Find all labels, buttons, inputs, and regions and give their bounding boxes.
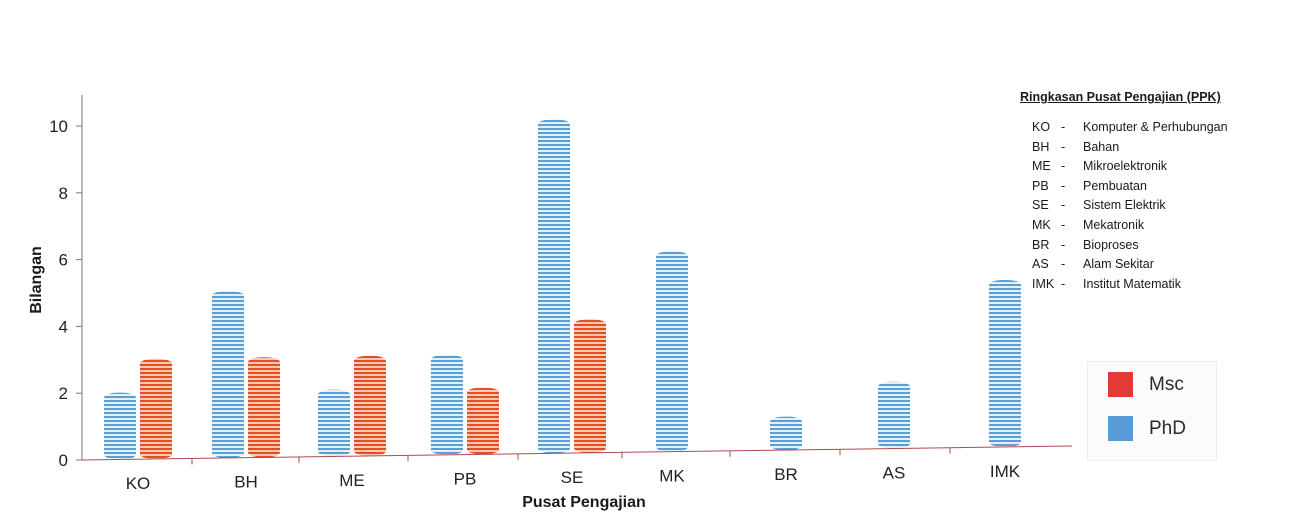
legend-swatch-msc — [1108, 372, 1133, 397]
abbreviation-code: BR — [1032, 237, 1050, 252]
abbreviation-dash: - — [1061, 159, 1066, 174]
abbreviation-code: AS — [1032, 257, 1049, 272]
bar-msc-ko — [140, 358, 172, 459]
bar-phd-imk — [989, 279, 1021, 447]
abbreviation-dash: - — [1061, 178, 1066, 193]
x-axis-title: Pusat Pengajian — [522, 494, 646, 511]
abbreviation-title: Ringkasan Pusat Pengajian (PPK) — [1020, 90, 1221, 104]
bar-msc-se — [574, 319, 606, 453]
bar-msc-me — [354, 355, 386, 456]
bar-phd-br — [770, 416, 802, 451]
abbreviation-code: SE — [1032, 198, 1049, 213]
bar-phd-pb — [431, 354, 463, 455]
abbreviation-name: Mekatronik — [1083, 217, 1145, 232]
bar-phd-ko — [104, 392, 136, 460]
x-ticks: KO BH ME PB SE MK BR AS IMK — [126, 447, 1021, 493]
x-tick-label-br: BR — [774, 465, 798, 484]
abbreviation-dash: - — [1061, 237, 1066, 252]
abbreviation-name: Sistem Elektrik — [1083, 198, 1166, 213]
x-tick-label-bh: BH — [234, 473, 258, 492]
abbreviation-name: Bioproses — [1083, 237, 1139, 252]
abbreviation-row: AS - Alam Sekitar — [1018, 255, 1303, 275]
abbreviation-name: Alam Sekitar — [1083, 257, 1154, 272]
abbreviation-list: KO - Komputer & Perhubungan BH - Bahan ME - Mikr… — [1018, 118, 1303, 294]
abbreviation-name: Pembuatan — [1083, 178, 1147, 193]
x-tick-label-as: AS — [883, 464, 906, 483]
abbreviation-name: Institut Matematik — [1083, 276, 1181, 291]
abbreviation-row: PB - Pembuatan — [1018, 177, 1303, 197]
abbreviation-code: MK — [1032, 217, 1051, 232]
x-tick-label-ko: KO — [126, 474, 151, 493]
x-tick-label-mk: MK — [659, 467, 685, 486]
abbreviation-code: PB — [1032, 178, 1049, 193]
legend-swatch-phd — [1108, 416, 1133, 441]
legend: Msc PhD — [1087, 361, 1217, 461]
abbreviation-dash: - — [1061, 139, 1066, 154]
y-axis-title: Bilangan — [28, 246, 45, 314]
bar-phd-mk — [656, 251, 688, 452]
x-tick-label-me: ME — [339, 471, 365, 490]
legend-label-msc: Msc — [1149, 373, 1184, 395]
legend-item-phd: PhD — [1108, 416, 1186, 441]
bar-phd-me — [318, 389, 350, 457]
abbreviation-row: KO - Komputer & Perhubungan — [1018, 118, 1303, 138]
x-tick-label-imk: IMK — [990, 462, 1021, 481]
abbreviation-dash: - — [1061, 198, 1066, 213]
y-tick-label: 4 — [59, 317, 68, 336]
bar-phd-bh — [212, 290, 244, 458]
y-tick-label: 10 — [49, 117, 68, 136]
abbreviation-row: BR - Bioproses — [1018, 236, 1303, 256]
abbreviation-dash: - — [1061, 120, 1066, 134]
x-axis-line — [81, 445, 1073, 461]
abbreviation-row: MK - Mekatronik — [1018, 216, 1303, 236]
bars-layer — [104, 119, 1021, 460]
abbreviation-dash: - — [1061, 276, 1066, 291]
bar-phd-as — [878, 381, 910, 449]
bar-msc-pb — [467, 387, 499, 455]
abbreviation-code: ME — [1032, 159, 1051, 174]
y-tick-label: 0 — [59, 451, 68, 470]
abbreviation-name: Komputer & Perhubungan — [1083, 120, 1228, 134]
x-tick-label-pb: PB — [454, 470, 477, 489]
abbreviation-row: ME - Mikroelektronik — [1018, 157, 1303, 177]
abbreviation-panel: Ringkasan Pusat Pengajian (PPK) KO - Kompu… — [1018, 90, 1303, 294]
abbreviation-dash: - — [1061, 257, 1066, 272]
abbreviation-name: Mikroelektronik — [1083, 159, 1168, 174]
y-tick-label: 2 — [59, 384, 68, 403]
bar-msc-bh — [248, 357, 280, 458]
legend-item-msc: Msc — [1108, 372, 1184, 397]
abbreviation-name: Bahan — [1083, 139, 1120, 154]
abbreviation-row: BH - Bahan — [1018, 138, 1303, 158]
y-tick-label: 6 — [59, 251, 68, 270]
x-tick-label-se: SE — [561, 468, 584, 487]
abbreviation-code: BH — [1032, 139, 1050, 154]
abbreviation-code: KO — [1032, 120, 1051, 134]
y-ticks: 0 2 4 6 8 10 — [49, 117, 82, 470]
legend-label-phd: PhD — [1149, 417, 1186, 439]
bar-phd-se — [538, 119, 570, 454]
abbreviation-code: IMK — [1032, 276, 1055, 291]
abbreviation-dash: - — [1061, 217, 1066, 232]
y-tick-label: 8 — [59, 184, 68, 203]
abbreviation-row: SE - Sistem Elektrik — [1018, 196, 1303, 216]
abbreviation-row: IMK - Institut Matematik — [1018, 275, 1303, 295]
